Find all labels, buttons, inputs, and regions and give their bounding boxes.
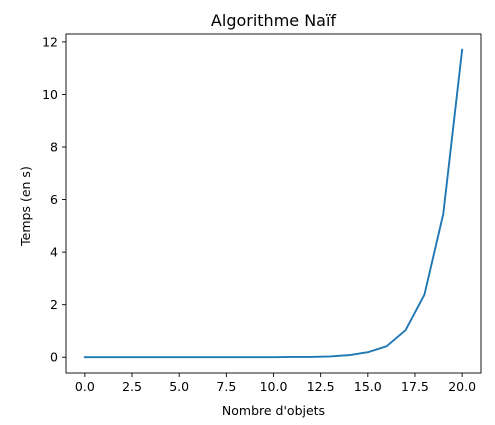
chart-title: Algorithme Naïf (211, 11, 337, 30)
y-tick-label: 4 (50, 245, 58, 260)
y-tick-label: 12 (42, 34, 58, 49)
plot-frame (65, 33, 482, 374)
x-tick-label: 2.5 (122, 379, 142, 394)
y-tick-label: 2 (50, 297, 58, 312)
x-axis-ticks: 0.0 2.5 5.0 7.5 10.0 12.5 15.0 17.5 20.0 (75, 373, 476, 394)
y-axis-label: Temps (en s) (18, 166, 33, 247)
y-tick-label: 0 (50, 350, 58, 365)
x-axis-label: Nombre d'objets (222, 403, 325, 418)
x-tick-label: 17.5 (401, 379, 429, 394)
x-tick-label: 5.0 (169, 379, 189, 394)
x-tick-label: 12.5 (307, 379, 335, 394)
x-tick-label: 10.0 (260, 379, 288, 394)
series-layer (83, 48, 464, 359)
x-tick-label: 7.5 (216, 379, 236, 394)
y-tick-label: 10 (42, 87, 58, 102)
series-line (83, 48, 464, 359)
y-axis-ticks: 0 2 4 6 8 10 12 (42, 34, 66, 365)
plot-area (65, 33, 482, 374)
x-tick-label: 15.0 (354, 379, 382, 394)
x-tick-label: 0.0 (75, 379, 95, 394)
y-tick-label: 8 (50, 140, 58, 155)
y-tick-label: 6 (50, 192, 58, 207)
x-tick-label: 20.0 (448, 379, 476, 394)
